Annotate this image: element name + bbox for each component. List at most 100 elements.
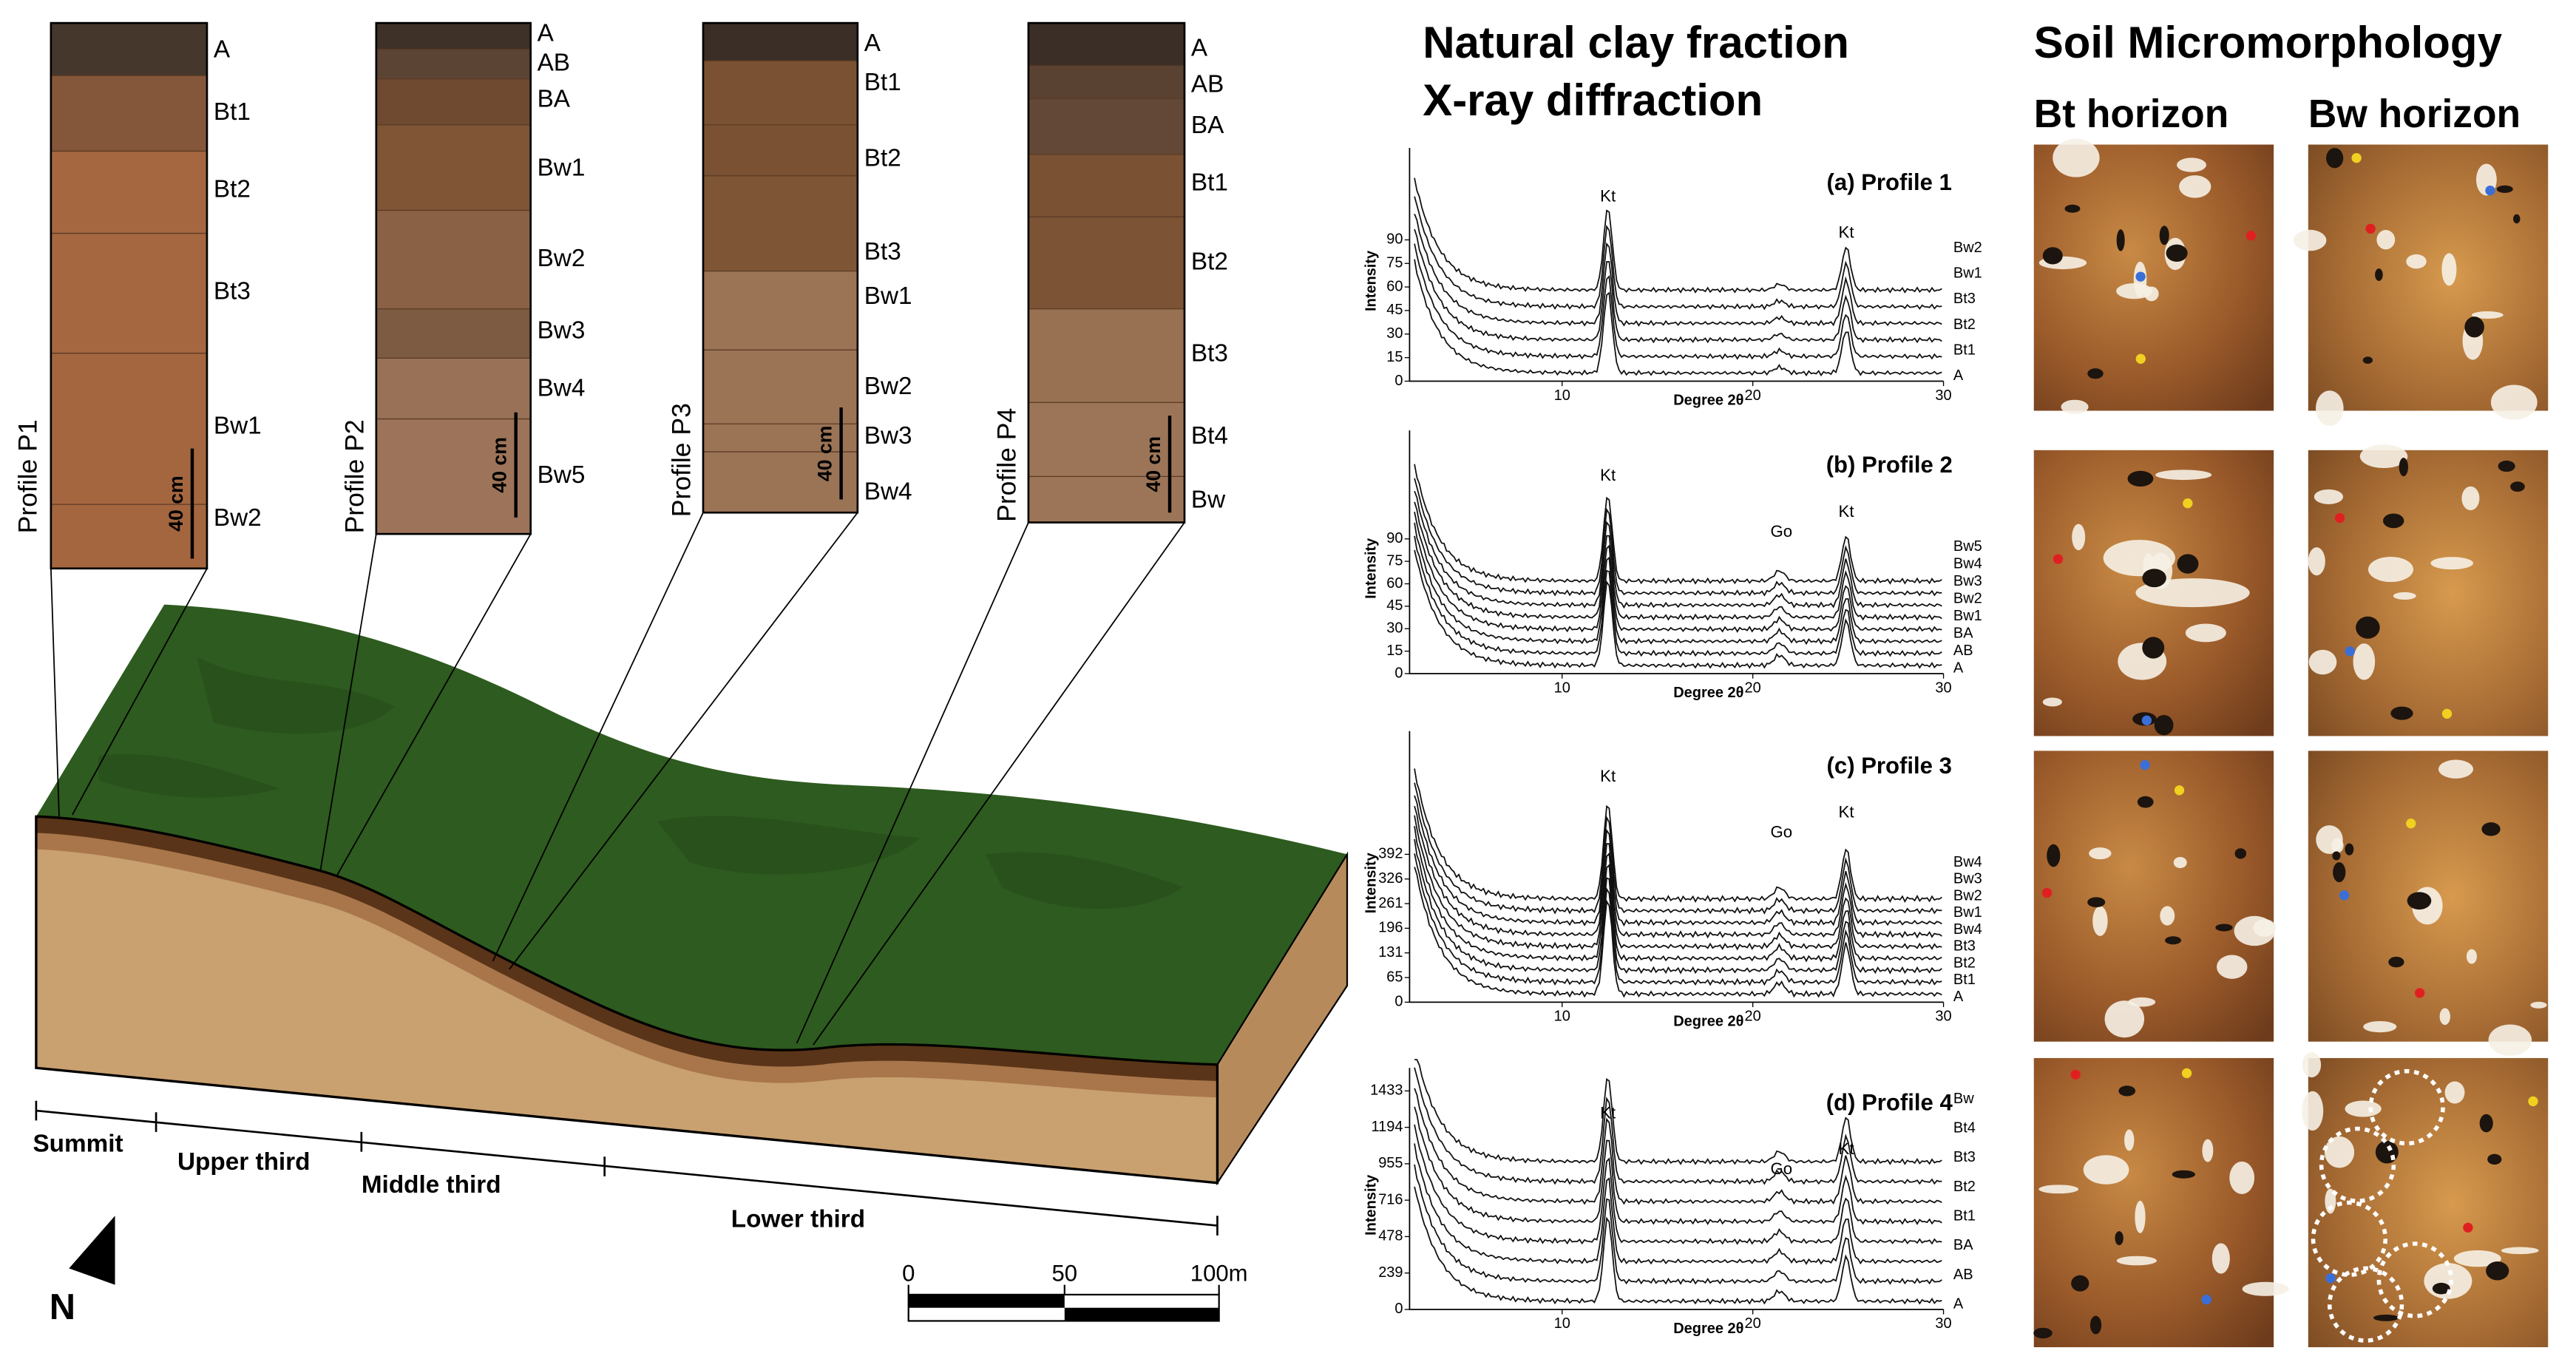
- panel-title: (a) Profile 1: [1827, 169, 1952, 195]
- opaque-grain: [2388, 956, 2404, 968]
- horizon: [376, 358, 531, 419]
- horizon-label: Bw2: [864, 373, 912, 400]
- horizon-label: A: [864, 30, 881, 57]
- y-tick-label: 392: [1378, 846, 1403, 862]
- pore: [2092, 906, 2108, 936]
- x-axis-label: Degree 2θ: [1673, 392, 1743, 408]
- x-tick-label: 20: [1745, 1315, 1761, 1332]
- arrow-marker: [2174, 785, 2185, 796]
- opaque-grain: [2064, 204, 2081, 213]
- horizon-label: A: [538, 19, 555, 47]
- y-tick-label: 955: [1378, 1155, 1403, 1171]
- opaque-grain: [2142, 637, 2165, 659]
- peak-label: Go: [1771, 822, 1793, 841]
- horizon: [702, 452, 858, 513]
- pore: [2242, 1281, 2289, 1296]
- diffractogram: [1414, 1059, 1942, 1165]
- series-label: Bw1: [1953, 608, 1982, 624]
- arrow-marker: [2351, 152, 2362, 163]
- opaque-grain: [2512, 214, 2521, 224]
- y-tick-label: 90: [1386, 530, 1403, 546]
- peak-label: Go: [1771, 522, 1793, 541]
- series-label: Bw1: [1953, 904, 1982, 921]
- opaque-grain: [2215, 924, 2233, 932]
- x-axis-label: Degree 2θ: [1673, 1013, 1743, 1029]
- diffractogram: [1414, 768, 1942, 904]
- x-tick-label: 30: [1935, 1315, 1951, 1332]
- horizon: [376, 78, 531, 125]
- diffractogram: [1414, 853, 1942, 986]
- series-label: Bw: [1953, 1091, 1974, 1107]
- arrow-marker: [2345, 646, 2355, 657]
- pore: [2217, 955, 2248, 979]
- horizon: [1028, 23, 1185, 66]
- micrograph: [2308, 450, 2549, 736]
- opaque-grain: [2154, 714, 2174, 736]
- horizon: [702, 424, 858, 453]
- horizon: [50, 151, 207, 234]
- scale-bar-segment: [908, 1294, 1065, 1308]
- y-tick-label: 45: [1386, 597, 1403, 614]
- pore: [2363, 1020, 2397, 1033]
- arrow-marker: [2140, 759, 2150, 770]
- horizon-label: Bt4: [1191, 422, 1228, 450]
- depth-scale-label: 40 cm: [489, 437, 511, 493]
- series-label: Bt3: [1953, 1149, 1976, 1165]
- pore: [2155, 470, 2212, 481]
- diffractogram: [1414, 196, 1942, 311]
- opaque-grain: [2481, 822, 2501, 836]
- peak-label: Kt: [1600, 1103, 1616, 1122]
- y-tick-label: 716: [1378, 1191, 1403, 1207]
- pore: [2135, 1200, 2146, 1233]
- y-tick-label: 0: [1394, 1301, 1403, 1317]
- north-label: N: [50, 1287, 75, 1327]
- north-arrow: [69, 1216, 115, 1285]
- horizon: [50, 23, 207, 76]
- opaque-grain: [2390, 706, 2413, 720]
- diffractogram: [1414, 511, 1942, 633]
- y-tick-label: 30: [1386, 325, 1403, 342]
- pore: [2393, 592, 2416, 600]
- scale-label: 0: [902, 1260, 915, 1286]
- diffractogram: [1414, 815, 1942, 951]
- pore: [2302, 1052, 2322, 1078]
- peak-label: Go: [1771, 1159, 1793, 1178]
- y-tick-label: 0: [1394, 994, 1403, 1010]
- horizon: [702, 271, 858, 350]
- diffractogram: [1414, 535, 1942, 657]
- peak-label: Kt: [1839, 502, 1854, 521]
- arrow-marker: [2041, 887, 2053, 898]
- arrow-marker: [2406, 818, 2416, 829]
- y-tick-label: 261: [1378, 895, 1403, 911]
- opaque-grain: [2498, 460, 2515, 472]
- horizon: [1028, 98, 1185, 155]
- arrow-marker: [2365, 223, 2376, 234]
- y-tick-label: 0: [1394, 665, 1403, 681]
- horizon: [702, 124, 858, 176]
- profile-label: Profile P3: [667, 403, 696, 517]
- diffractogram: [1414, 490, 1942, 609]
- series-label: Bw3: [1953, 871, 1982, 887]
- pore: [2444, 1081, 2465, 1104]
- diffractogram: [1414, 259, 1942, 377]
- pore: [2185, 623, 2226, 643]
- pore: [2104, 1000, 2145, 1038]
- horizon-label: Bw3: [864, 422, 912, 450]
- profile-outline: [702, 21, 859, 514]
- scale-label: 100m: [1190, 1260, 1248, 1286]
- pore: [2466, 949, 2477, 964]
- pore: [2453, 1250, 2501, 1267]
- diffractogram: [1414, 805, 1942, 939]
- series-label: Bt3: [1953, 291, 1976, 307]
- diffractogram: [1414, 522, 1942, 646]
- pore: [2072, 524, 2086, 551]
- x-tick-label: 10: [1554, 680, 1570, 696]
- opaque-grain: [2326, 148, 2344, 169]
- series-label: Bw4: [1953, 556, 1982, 572]
- series-label: A: [1953, 367, 1964, 384]
- y-tick-label: 90: [1386, 231, 1403, 248]
- opaque-grain: [2345, 843, 2354, 856]
- horizon-label: A: [214, 36, 231, 64]
- arrow-marker: [2325, 1273, 2336, 1284]
- x-axis-label: Degree 2θ: [1673, 1321, 1743, 1337]
